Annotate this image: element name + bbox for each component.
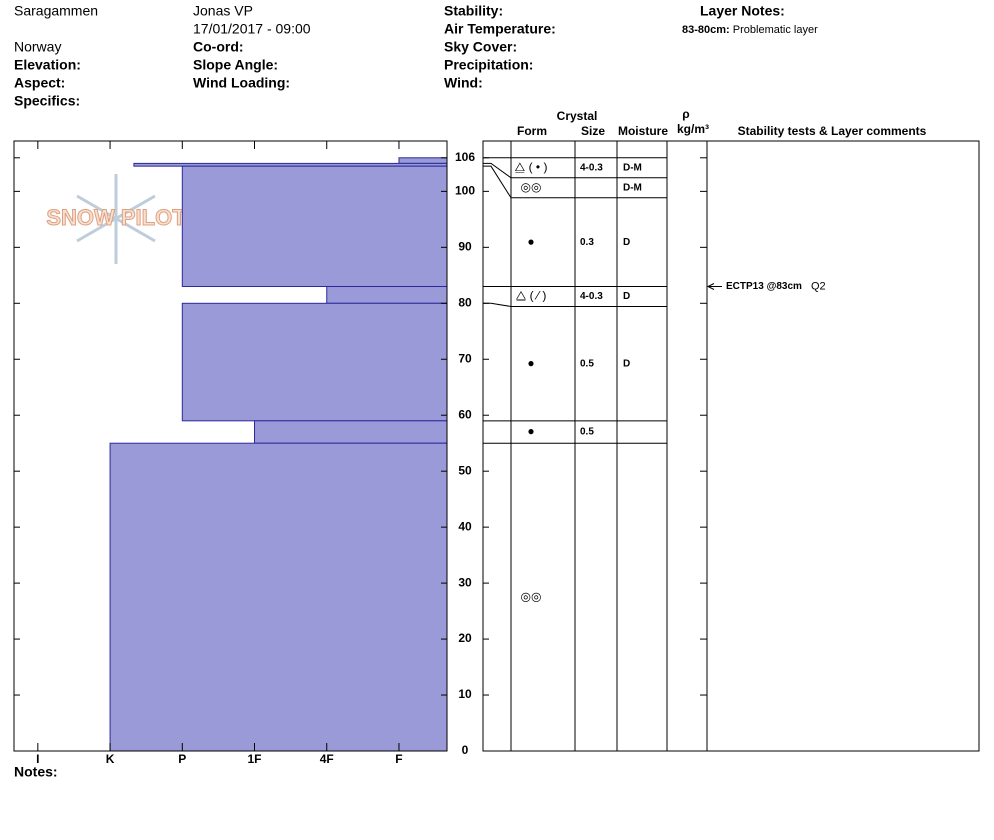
layer-connector [483,165,512,199]
grain-size: 4-0.3 [580,291,603,302]
column-header: kg/m³ [677,122,709,136]
y-tick-label: 100 [455,184,475,198]
grain-form: ● [527,234,534,248]
y-tick-label: 40 [458,519,472,533]
y-tick-label: 106 [455,150,475,164]
y-tick-label: 50 [458,463,472,477]
grain-form: ● [527,424,534,438]
watermark-text: SNOW PILOT [46,205,186,230]
y-tick-label: 10 [458,687,472,701]
hardness-bar [326,286,448,304]
x-tick-label: I [36,752,39,766]
snowflake-arm [76,194,156,243]
test-label: ECTP13 @83cm [726,281,802,292]
hardness-bar [109,442,448,752]
y-tick-label: 70 [458,351,472,365]
y-tick-label: 20 [458,631,472,645]
moisture: D [623,358,630,369]
layer-notes-title: Layer Notes: [700,3,785,19]
field-label: Specifics: [14,93,80,109]
x-tick-label: K [106,752,115,766]
field-label: Air Temperature: [444,21,556,37]
layer-connector [483,302,512,307]
field-label: Wind Loading: [193,75,290,91]
x-tick-label: F [395,752,402,766]
x-tick-label: P [178,752,186,766]
grain-form: ◎◎ [521,589,542,603]
y-tick-label: 90 [458,240,472,254]
moisture: D-M [623,182,642,193]
moisture: D-M [623,162,642,173]
country: Norway [14,39,61,55]
layer-note-range: 83-80cm: [682,24,730,36]
field-label: Elevation: [14,57,81,73]
test-arrowhead [706,283,715,290]
y-tick-label: 30 [458,575,472,589]
grain-form: ● [527,356,534,370]
column-header: Stability tests & Layer comments [738,124,927,138]
test-quality: Q2 [811,280,826,292]
x-tick-label: 4F [320,752,334,766]
hardness-bar [254,420,448,444]
x-tick-label: 1F [248,752,262,766]
datetime: 17/01/2017 - 09:00 [193,21,311,37]
grain-size: 0.3 [580,237,594,248]
grain-form: ⧋ ( • ) [515,160,548,174]
field-label: Precipitation: [444,57,533,73]
field-label: Stability: [444,3,503,19]
grain-size: 0.5 [580,427,594,438]
grain-size: 4-0.3 [580,162,603,173]
column-header: Form [517,124,547,138]
grain-form: ⧋ ( ⁄ ) [516,289,547,303]
field-label: Aspect: [14,75,65,91]
table-frame [482,140,980,752]
grain-form: ◎◎ [521,180,542,194]
layer-note: 83-80cm: Problematic layer [682,24,818,36]
hardness-bar [398,157,448,164]
y-tick-label: 0 [462,743,469,757]
field-label: Wind: [444,75,483,91]
column-header: ρ [682,107,689,121]
observer: Jonas VP [193,3,253,19]
moisture: D [623,237,630,248]
y-tick-label: 80 [458,295,472,309]
layer-connector [483,162,512,179]
layer-note-text: Problematic layer [733,24,818,36]
hardness-bar [181,165,448,288]
y-tick-label: 60 [458,407,472,421]
column-header: Moisture [618,124,668,138]
location: Saragammen [14,3,98,19]
field-label: Sky Cover: [444,39,517,55]
hardness-bar [181,302,448,422]
column-header: Crystal [557,109,598,123]
field-label: Co-ord: [193,39,244,55]
column-header: Size [581,124,605,138]
field-label: Slope Angle: [193,57,278,73]
chart-frame [13,140,448,752]
moisture: D [623,291,630,302]
watermark-logo [76,174,156,264]
notes-label: Notes: [14,764,58,780]
grain-size: 0.5 [580,358,594,369]
